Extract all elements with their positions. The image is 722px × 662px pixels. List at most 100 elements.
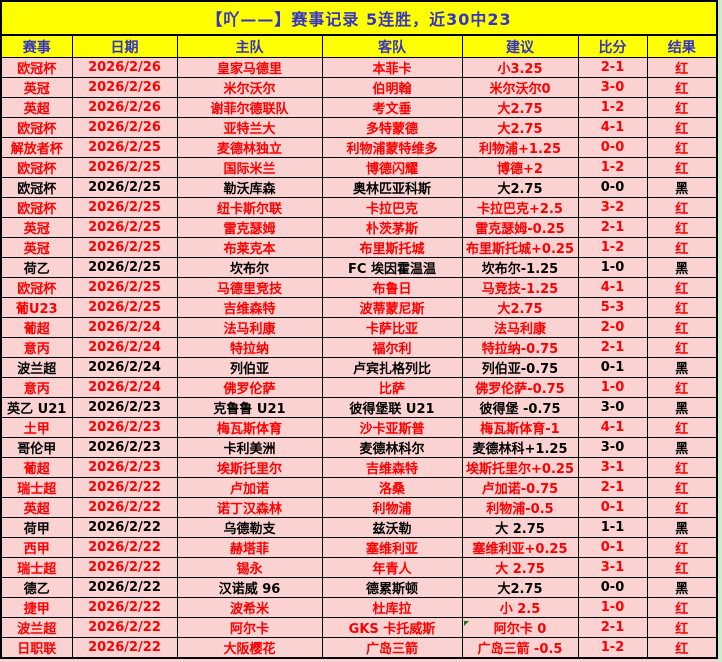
date-cell: 2026/2/25 (71, 177, 178, 198)
league-cell: 英冠 (0, 77, 73, 98)
score-cell: 3-0 (577, 397, 648, 418)
result-cell: 红 (646, 157, 718, 178)
result-cell: 红 (646, 77, 718, 98)
date-cell: 2026/2/25 (71, 157, 178, 178)
result-cell: 红 (646, 537, 718, 558)
table-row: 德乙 2026/2/22 汉诺威 96 德累斯顿 大2.75 0-0 黑 (0, 577, 718, 598)
home-cell: 国际米兰 (176, 157, 323, 178)
column-header-result: 结果 (646, 34, 718, 58)
table-row: 英超 2026/2/26 谢菲尔德联队 考文垂 大2.75 1-2 红 (0, 97, 718, 118)
date-cell: 2026/2/22 (71, 637, 178, 659)
home-cell: 谢菲尔德联队 (176, 97, 323, 118)
league-cell: 英超 (0, 497, 73, 518)
tip-cell: 埃斯托里尔+0.25 (461, 457, 579, 478)
tip-cell: 广岛三箭 -0.5 (461, 637, 579, 659)
league-cell: 捷甲 (0, 597, 73, 618)
tip-cell: 彼得堡 -0.75 (461, 397, 579, 418)
result-cell: 红 (646, 117, 718, 138)
score-cell: 1-0 (577, 377, 648, 398)
away-cell: 沙卡亚斯普 (321, 417, 463, 438)
home-cell: 列伯亚 (176, 357, 323, 378)
score-cell: 1-2 (577, 237, 648, 258)
result-cell: 红 (646, 317, 718, 338)
away-cell: 考文垂 (321, 97, 463, 118)
home-cell: 梅瓦斯体育 (176, 417, 323, 438)
result-cell: 黑 (646, 437, 718, 458)
league-cell: 英冠 (0, 217, 73, 238)
away-cell: 多特蒙德 (321, 117, 463, 138)
result-cell: 黑 (646, 257, 718, 278)
league-cell: 波兰超 (0, 357, 73, 378)
result-cell: 红 (646, 57, 718, 78)
column-header-row: 赛事 日期 主队 客队 建议 比分 结果 (0, 34, 718, 58)
date-cell: 2026/2/25 (71, 197, 178, 218)
table-row: 葡超 2026/2/23 埃斯托里尔 吉维森特 埃斯托里尔+0.25 3-1 红 (0, 457, 718, 478)
away-cell: 卡萨比亚 (321, 317, 463, 338)
league-cell: 欧冠杯 (0, 117, 73, 138)
score-cell: 4-1 (577, 117, 648, 138)
table-row: 欧冠杯 2026/2/25 马德里竞技 布鲁日 马竞技-1.25 4-1 红 (0, 277, 718, 298)
date-cell: 2026/2/25 (71, 277, 178, 298)
tip-cell: 麦德林科+1.25 (461, 437, 579, 458)
tip-cell: 塞维利亚+0.25 (461, 537, 579, 558)
result-cell: 黑 (646, 177, 718, 198)
result-cell: 红 (646, 597, 718, 618)
home-cell: 麦德林独立 (176, 137, 323, 158)
result-cell: 红 (646, 197, 718, 218)
away-cell: 卢宾扎格列比 (321, 357, 463, 378)
away-cell: 布鲁日 (321, 277, 463, 298)
league-cell: 日职联 (0, 637, 73, 659)
date-cell: 2026/2/26 (71, 77, 178, 98)
table-row: 英冠 2026/2/25 雷克瑟姆 朴茨茅斯 雷克瑟姆-0.25 2-1 红 (0, 217, 718, 238)
home-cell: 布莱克本 (176, 237, 323, 258)
league-cell: 欧冠杯 (0, 177, 73, 198)
score-cell: 4-1 (577, 277, 648, 298)
date-cell: 2026/2/23 (71, 417, 178, 438)
date-cell: 2026/2/25 (71, 297, 178, 318)
home-cell: 皇家马德里 (176, 57, 323, 78)
tip-cell: 大2.75 (461, 577, 579, 598)
league-cell: 哥伦甲 (0, 437, 73, 458)
away-cell: 塞维利亚 (321, 537, 463, 558)
home-cell: 特拉纳 (176, 337, 323, 358)
away-cell: 奥林匹亚科斯 (321, 177, 463, 198)
home-cell: 坎布尔 (176, 257, 323, 278)
home-cell: 佛罗伦萨 (176, 377, 323, 398)
date-cell: 2026/2/25 (71, 217, 178, 238)
home-cell: 汉诺威 96 (176, 577, 323, 598)
league-cell: 葡超 (0, 317, 73, 338)
result-cell: 红 (646, 637, 718, 659)
title-row: 【吖——】赛事记录 5连胜，近30中23 (0, 0, 718, 36)
tip-cell: 梅瓦斯体育-1 (461, 417, 579, 438)
date-cell: 2026/2/23 (71, 457, 178, 478)
away-cell: 彼得堡联 U21 (321, 397, 463, 418)
score-cell: 2-1 (577, 57, 648, 78)
score-cell: 3-0 (577, 437, 648, 458)
date-cell: 2026/2/26 (71, 57, 178, 78)
result-cell: 红 (646, 277, 718, 298)
home-cell: 锡永 (176, 557, 323, 578)
table-row: 英冠 2026/2/26 米尔沃尔 伯明翰 米尔沃尔0 3-0 红 (0, 77, 718, 98)
home-cell: 诺丁汉森林 (176, 497, 323, 518)
score-cell: 0-1 (577, 357, 648, 378)
table-row: 日职联 2026/2/22 大阪樱花 广岛三箭 广岛三箭 -0.5 1-2 红 (0, 637, 718, 659)
column-header-away: 客队 (321, 34, 463, 58)
away-cell: 洛桑 (321, 477, 463, 498)
home-cell: 大阪樱花 (176, 637, 323, 659)
league-cell: 欧冠杯 (0, 57, 73, 78)
result-cell: 红 (646, 417, 718, 438)
date-cell: 2026/2/24 (71, 357, 178, 378)
home-cell: 勒沃库森 (176, 177, 323, 198)
date-cell: 2026/2/26 (71, 97, 178, 118)
league-cell: 欧冠杯 (0, 157, 73, 178)
table-row: 英乙 U21 2026/2/23 克鲁鲁 U21 彼得堡联 U21 彼得堡 -0.75 3… (0, 397, 718, 418)
table-row: 瑞士超 2026/2/22 卢加诺 洛桑 卢加诺-0.75 2-1 红 (0, 477, 718, 498)
date-cell: 2026/2/25 (71, 257, 178, 278)
score-cell: 0-0 (577, 577, 648, 598)
away-cell: 博德闪耀 (321, 157, 463, 178)
tip-cell: 马竞技-1.25 (461, 277, 579, 298)
result-cell: 红 (646, 337, 718, 358)
score-cell: 3-2 (577, 197, 648, 218)
away-cell: 杜库拉 (321, 597, 463, 618)
result-cell: 红 (646, 377, 718, 398)
